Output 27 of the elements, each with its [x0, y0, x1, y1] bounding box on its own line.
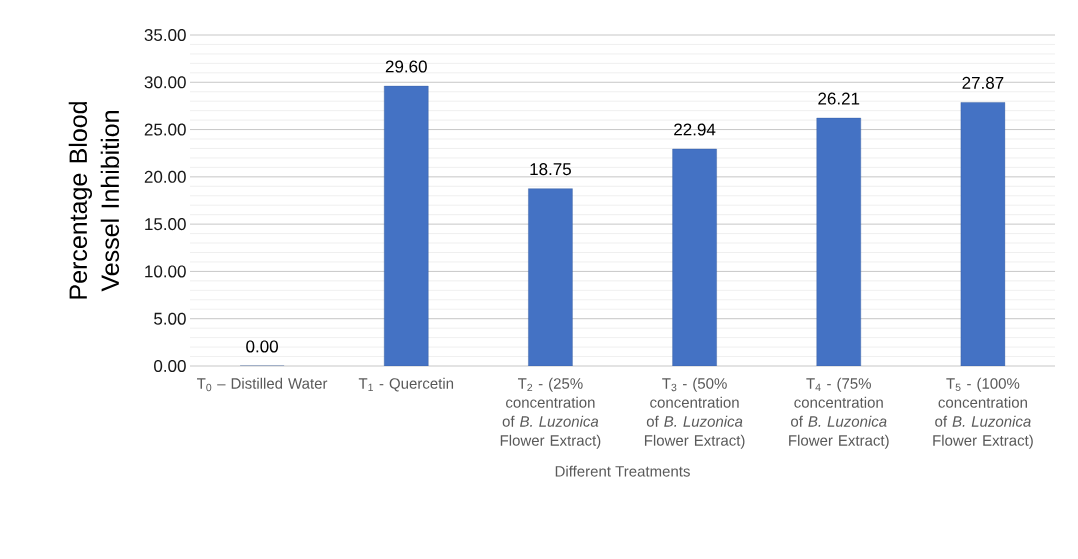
x-axis-title: Different Treatments — [555, 465, 690, 477]
x-tick-label: T$_{2}$ - (25% concentration of B. Luzonica Flower Extract) — [500, 377, 601, 449]
y-tick-label: 15.00 — [145, 218, 186, 231]
x-tick-label: T$_{0}$ – Distilled Water — [197, 377, 328, 392]
y-tick-label: 0.00 — [154, 359, 186, 373]
data-label: 22.94 — [674, 123, 716, 136]
bar — [528, 188, 573, 366]
bar — [384, 85, 429, 366]
y-axis-title: Percentage Blood Vessel Inhibition — [68, 102, 120, 299]
y-tick-label: 30.00 — [144, 76, 186, 89]
bar — [816, 117, 861, 366]
x-tick-label: T$_{3}$ - (50% concentration of B. Luzonica Flower Extract) — [644, 377, 745, 449]
y-tick-label: 5.00 — [154, 312, 186, 325]
y-tick-label: 20.00 — [144, 170, 186, 183]
y-tick-label: 25.00 — [144, 123, 186, 136]
data-label: 26.21 — [818, 92, 860, 105]
bar — [960, 102, 1006, 366]
data-label: 29.60 — [385, 60, 427, 73]
bar — [672, 148, 717, 366]
x-tick-label: T$_{5}$ - (100% concentration of B. Luzonica Flower Extract) — [933, 377, 1033, 449]
data-label: 18.75 — [530, 163, 571, 176]
data-label: 27.87 — [962, 76, 1004, 89]
data-label: 0.00 — [246, 340, 278, 353]
y-tick-label: 35.00 — [144, 28, 186, 42]
x-tick-label: T$_{1}$ - Quercetin — [358, 377, 454, 392]
x-tick-label: T$_{4}$ - (75% concentration of B. Luzonica Flower Extract) — [789, 377, 889, 449]
y-tick-label: 10.00 — [145, 265, 186, 278]
